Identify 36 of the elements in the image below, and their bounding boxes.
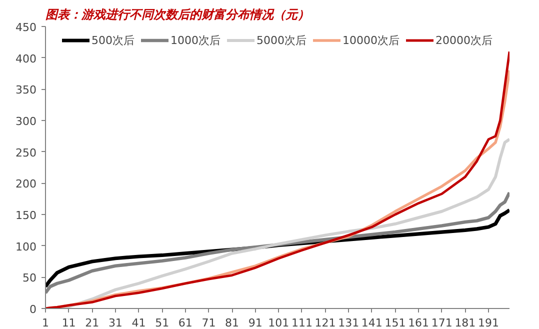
- x-tick-label: 111: [291, 316, 312, 329]
- x-tick-label: 101: [268, 316, 290, 329]
- legend-label: 5000次后: [256, 32, 306, 48]
- legend-label: 1000次后: [170, 32, 220, 48]
- y-tick-label: 400: [16, 52, 37, 66]
- y-tick-label: 300: [16, 115, 37, 128]
- y-tick-label: 250: [16, 146, 37, 160]
- legend-label: 20000次后: [436, 32, 492, 48]
- y-tick-label: 150: [16, 209, 37, 222]
- x-tick-label: 191: [478, 316, 500, 329]
- y-tick-label: 450: [16, 21, 37, 34]
- x-tick-label: 41: [132, 316, 146, 329]
- x-tick-label: 151: [384, 316, 406, 329]
- x-tick-label: 121: [314, 316, 336, 329]
- y-tick-label: 350: [16, 84, 37, 97]
- x-tick-label: 61: [178, 316, 192, 329]
- y-tick-label: 100: [16, 240, 37, 254]
- x-tick-label: 21: [85, 316, 100, 329]
- y-tick-label: 200: [16, 178, 37, 191]
- x-tick-label: 31: [108, 316, 122, 329]
- x-tick-label: 161: [408, 316, 430, 329]
- x-tick-label: 71: [202, 316, 216, 329]
- y-tick-label: 50: [22, 272, 37, 285]
- x-tick-label: 181: [454, 316, 476, 329]
- x-tick-label: 81: [225, 316, 240, 329]
- x-tick-label: 11: [62, 316, 76, 329]
- chart-title: 图表：游戏进行不同次数后的财富分布情况（元）: [46, 8, 310, 22]
- y-tick-label: 0: [30, 303, 36, 316]
- x-tick-label: 141: [361, 316, 382, 329]
- legend-label: 500次后: [92, 32, 134, 48]
- x-tick-label: 91: [248, 316, 262, 329]
- x-tick-label: 131: [338, 316, 360, 329]
- x-tick-label: 1: [42, 316, 49, 329]
- x-tick-label: 171: [431, 316, 452, 329]
- legend-label: 10000次后: [342, 32, 400, 48]
- x-tick-label: 51: [155, 316, 170, 329]
